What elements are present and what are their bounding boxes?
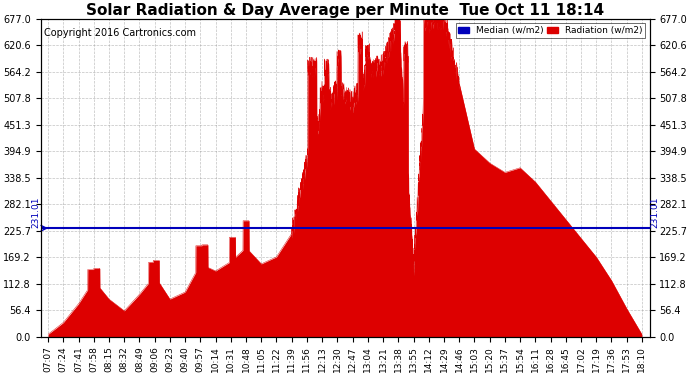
Text: 231.01: 231.01 [651, 197, 660, 228]
Title: Solar Radiation & Day Average per Minute  Tue Oct 11 18:14: Solar Radiation & Day Average per Minute… [86, 3, 604, 18]
Legend: Median (w/m2), Radiation (w/m2): Median (w/m2), Radiation (w/m2) [455, 24, 645, 38]
Text: 231.01: 231.01 [32, 197, 41, 228]
Text: Copyright 2016 Cartronics.com: Copyright 2016 Cartronics.com [43, 28, 195, 39]
